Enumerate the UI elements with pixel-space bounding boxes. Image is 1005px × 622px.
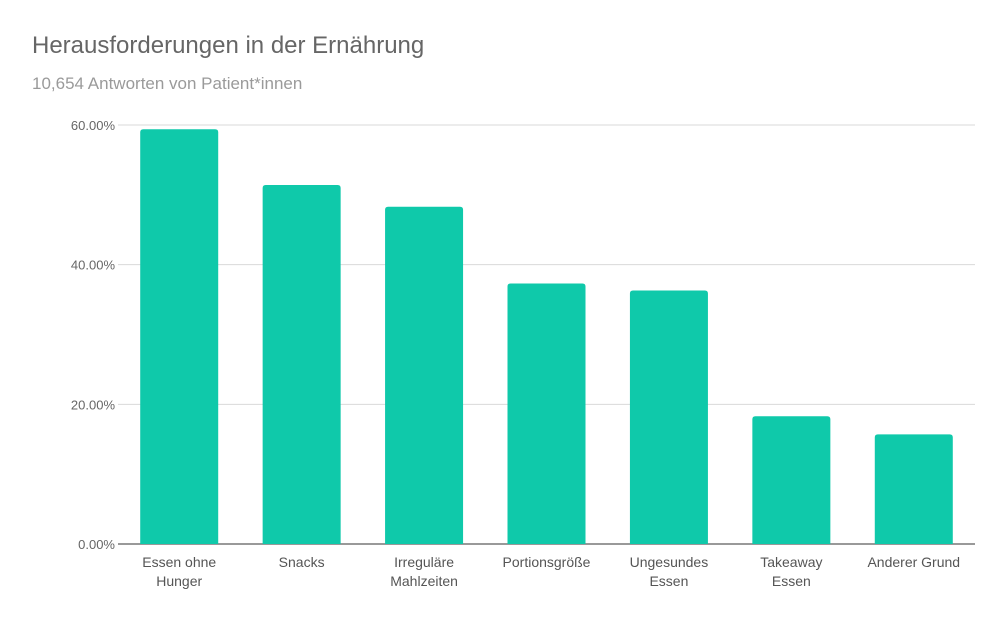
x-tick-label: Hunger xyxy=(156,573,202,589)
x-tick-label: Anderer Grund xyxy=(867,554,960,570)
bar xyxy=(140,129,219,544)
chart-subtitle: 10,654 Antworten von Patient*innen xyxy=(32,74,303,93)
bar xyxy=(874,434,953,544)
x-tick-label: Irreguläre xyxy=(394,554,454,570)
y-tick-label: 20.00% xyxy=(71,397,116,412)
x-tick-label: Takeaway xyxy=(760,554,822,570)
x-tick-label: Essen ohne xyxy=(142,554,216,570)
bar xyxy=(385,206,464,544)
x-tick-label: Essen xyxy=(649,573,688,589)
y-tick-label: 40.00% xyxy=(71,258,116,273)
x-tick-label: Portionsgröße xyxy=(503,554,591,570)
y-tick-label: 60.00% xyxy=(71,118,116,133)
bar xyxy=(262,185,341,544)
bar xyxy=(629,290,708,544)
y-tick-label: 0.00% xyxy=(78,537,115,552)
x-tick-label: Ungesundes xyxy=(630,554,709,570)
bar xyxy=(507,283,586,544)
x-tick-label: Snacks xyxy=(279,554,325,570)
chart-title: Herausforderungen in der Ernährung xyxy=(32,32,425,59)
x-tick-label: Essen xyxy=(772,573,811,589)
bar xyxy=(752,416,831,544)
x-tick-label: Mahlzeiten xyxy=(390,573,458,589)
